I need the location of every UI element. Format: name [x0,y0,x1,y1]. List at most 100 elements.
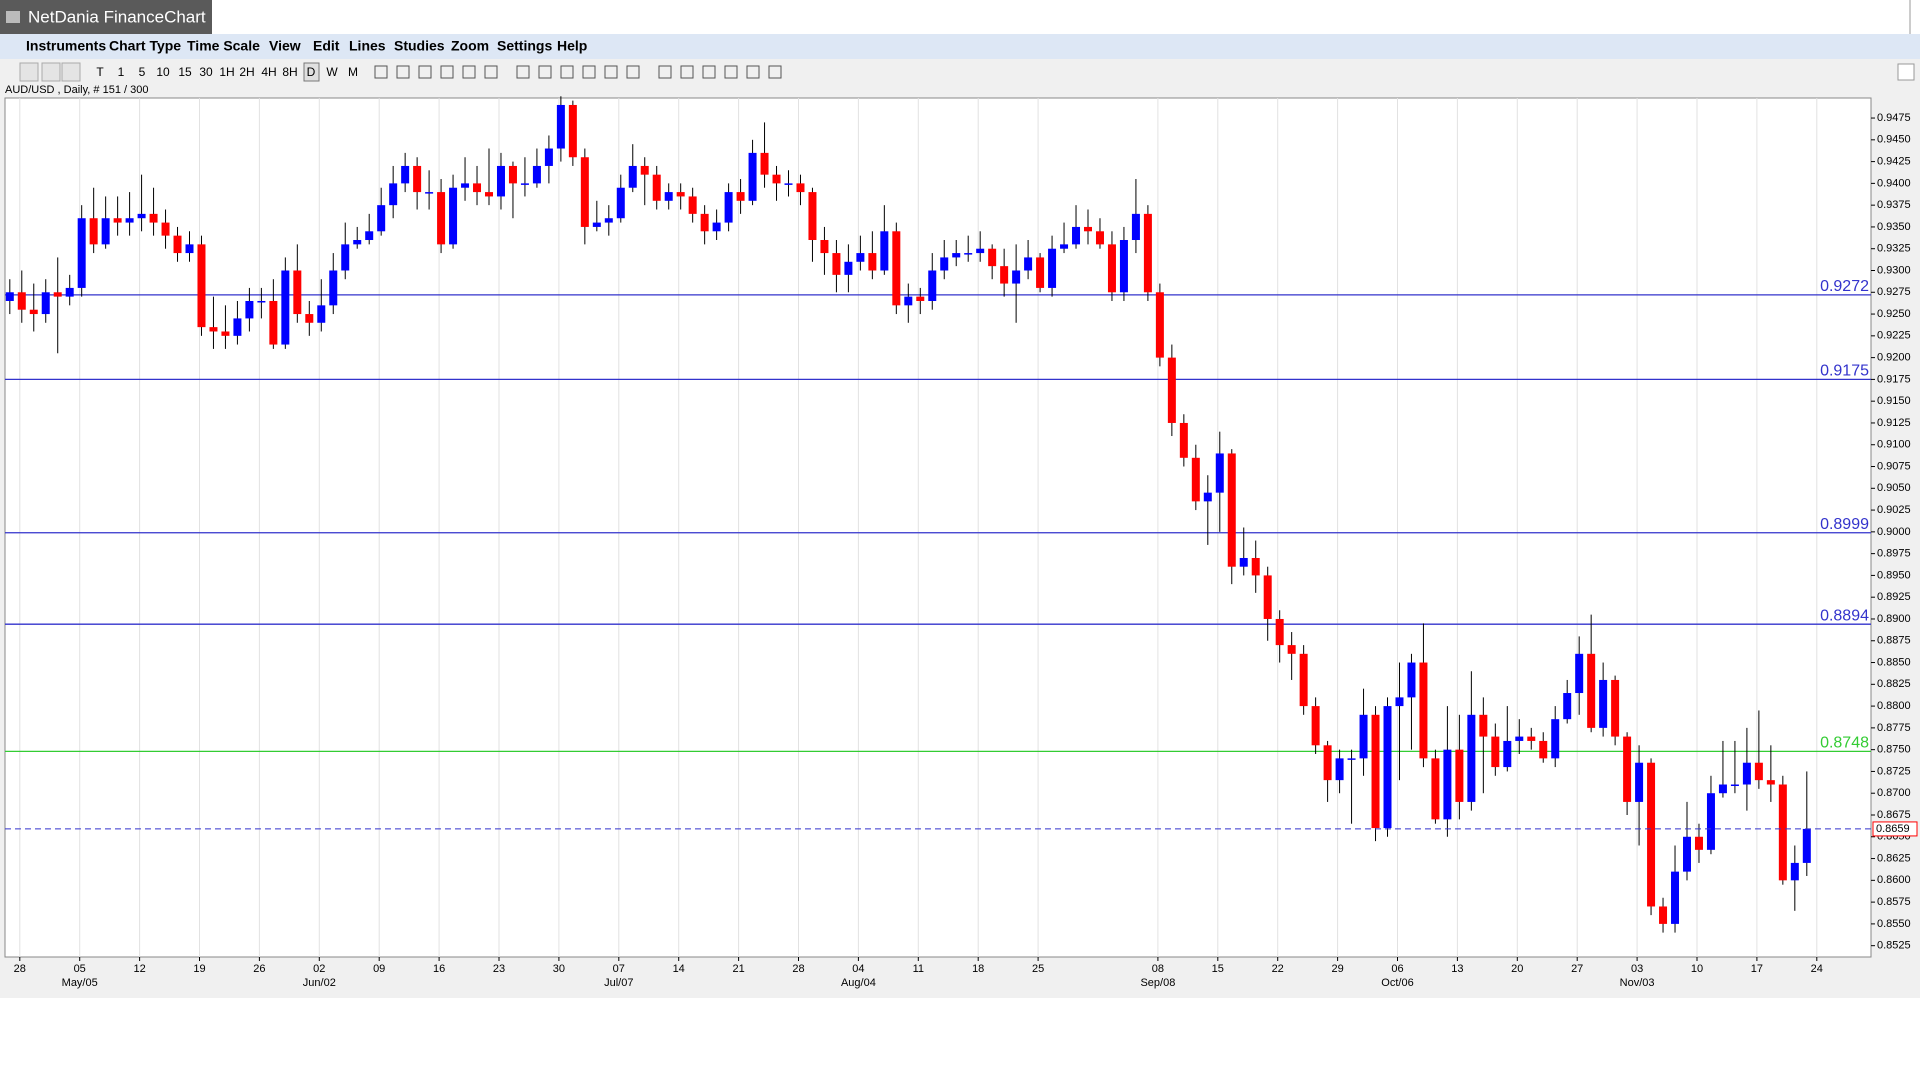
candle-body [1563,693,1572,720]
candle-body [377,205,386,232]
level-label: 0.8748 [1820,735,1869,752]
y-tick-label: 0.9475 [1877,112,1911,124]
candle-body [1599,679,1608,728]
x-tick-label: 04 [852,963,864,975]
timeframe-button[interactable]: 1H [219,65,234,79]
timeframe-button[interactable]: M [348,65,358,79]
tool-icon[interactable] [680,65,694,79]
timeframe-button[interactable]: D [307,65,316,79]
candle-body [1551,719,1560,759]
timeframe-button[interactable]: 10 [156,65,170,79]
menu-item[interactable]: Settings [497,38,552,54]
candle-body [197,244,206,328]
timeframe-button[interactable]: 4H [261,65,276,79]
candle-body [892,231,901,306]
tool-button[interactable] [61,62,81,82]
candle-body [1575,653,1584,694]
timeframe-button[interactable]: 1 [118,65,125,79]
menu-item[interactable]: Time Scale [187,38,260,54]
timeframe-button[interactable]: 15 [178,65,192,79]
candle-body [269,300,278,345]
menu-item[interactable]: Help [557,38,587,54]
candle-body [209,327,218,332]
candle-body [976,248,985,254]
x-tick-label: 23 [493,963,505,975]
selected-timeframe [303,62,320,82]
timeframe-button[interactable]: 30 [199,65,213,79]
y-tick-label: 0.9075 [1877,460,1911,472]
candle-body [1694,836,1703,850]
panel-button[interactable] [1897,63,1915,81]
x-tick-label: 19 [193,963,205,975]
tool-icon[interactable] [462,65,476,79]
candle-body [233,318,242,336]
candle-body [149,213,158,223]
candle-body [856,253,865,262]
x-tick-label: 20 [1511,963,1523,975]
chart-info: AUD/USD , Daily, # 151 / 300 [5,84,148,96]
menu-item[interactable]: Edit [313,38,340,54]
tool-icon[interactable] [724,65,738,79]
tool-icon[interactable] [484,65,498,79]
menu-item[interactable]: Lines [349,38,386,54]
tool-icon[interactable] [396,65,410,79]
tool-icon[interactable] [768,65,782,79]
candle-body [125,218,134,223]
candle-body [1766,780,1775,785]
candle-body [1143,213,1152,293]
x-tick-label: 28 [14,963,26,975]
tool-icon[interactable] [604,65,618,79]
timeframe-button[interactable]: 5 [139,65,146,79]
y-tick-label: 0.9400 [1877,177,1911,189]
y-tick-label: 0.8700 [1877,787,1911,799]
tool-icon[interactable] [582,65,596,79]
tool-icon[interactable] [440,65,454,79]
tool-icon[interactable] [702,65,716,79]
level-label: 0.9175 [1820,363,1869,380]
candle-body [1227,453,1236,567]
tool-icon[interactable] [418,65,432,79]
timeframe-button[interactable]: W [326,65,338,79]
candle-body [772,174,781,184]
tool-icon[interactable] [626,65,640,79]
y-tick-label: 0.8900 [1877,613,1911,625]
candle-body [1431,758,1440,820]
tool-icon[interactable] [374,65,388,79]
candle-body [688,196,697,214]
x-tick-label: 03 [1631,963,1643,975]
candle-body [676,192,685,197]
candle-body [796,183,805,193]
candle-body [880,231,889,271]
tool-icon[interactable] [746,65,760,79]
tool-button[interactable] [41,62,61,82]
candle-body [532,165,541,184]
candle-body [940,257,949,271]
candle-body [221,331,230,336]
timeframe-button[interactable]: 2H [239,65,254,79]
candle-body [748,152,757,201]
tool-button[interactable] [19,62,39,82]
y-tick-label: 0.8625 [1877,852,1911,864]
tool-icon[interactable] [658,65,672,79]
tool-icon[interactable] [560,65,574,79]
candle-body [1323,745,1332,781]
timeframe-button[interactable]: T [96,65,104,79]
x-tick-label: 27 [1571,963,1583,975]
y-tick-label: 0.8525 [1877,940,1911,952]
y-tick-label: 0.8975 [1877,548,1911,560]
candle-body [1155,292,1164,358]
candle-body [1084,226,1092,232]
menu-item[interactable]: View [269,38,301,54]
x-tick-label: 12 [133,963,145,975]
menu-item[interactable]: Instruments [26,38,106,54]
menu-item[interactable]: Zoom [451,38,489,54]
menu-item[interactable]: Studies [394,38,445,54]
candle-body [808,192,817,241]
tool-icon[interactable] [538,65,552,79]
tool-icon[interactable] [516,65,530,79]
timeframe-button[interactable]: 8H [282,65,297,79]
candle-body [305,314,314,323]
menu-item[interactable]: Chart Type [109,38,181,54]
candle-body [1706,793,1715,850]
